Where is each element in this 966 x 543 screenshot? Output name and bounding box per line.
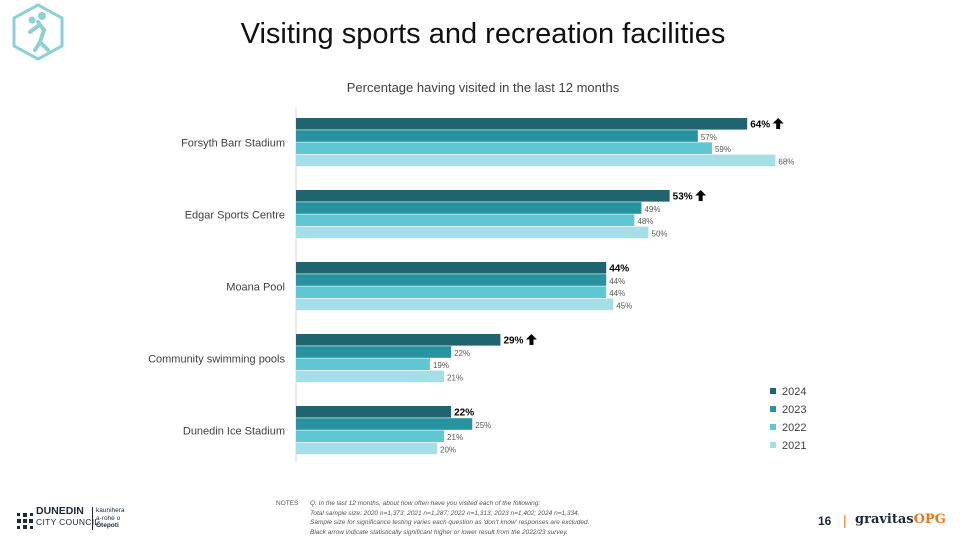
category-label: Moana Pool — [226, 281, 285, 293]
data-label: 19% — [433, 361, 449, 370]
chart-title: Percentage having visited in the last 12… — [346, 80, 620, 95]
page-number: 16 — [818, 514, 832, 528]
bar-chart: Forsyth Barr Stadium 64% 57% 59% 68% Edgar Sp… — [148, 108, 806, 462]
brand-main: gravitas — [855, 512, 914, 527]
data-label: 45% — [616, 301, 632, 310]
bar-2024 — [296, 262, 607, 274]
council-maori-name: kaunihera a-rohe o Ōtepoti — [92, 507, 125, 530]
up-arrow-icon — [525, 334, 537, 345]
bar-2021 — [296, 442, 437, 455]
notes-label: NOTES — [276, 500, 299, 507]
council-maori-line2: a-rohe o — [96, 514, 121, 522]
bar-2022 — [296, 142, 712, 154]
page-title: Visiting sports and recreation facilitie… — [240, 18, 726, 50]
legend-label: 2024 — [782, 386, 806, 398]
data-label: 53% — [673, 192, 693, 203]
legend-swatch-2023 — [770, 406, 776, 412]
data-label: 44% — [609, 264, 629, 275]
council-name-line2: CITY COUNCIL — [36, 517, 100, 527]
bar-2023 — [296, 202, 642, 214]
bar-2021 — [296, 226, 649, 239]
data-label: 21% — [447, 373, 463, 382]
bar-2022 — [296, 430, 445, 442]
council-maori-line3: Ōtepoti — [96, 522, 119, 529]
bar-2024 — [296, 118, 748, 130]
category-label: Dunedin Ice Stadium — [183, 425, 285, 437]
data-label: 22% — [454, 349, 470, 358]
bar-2024 — [296, 334, 501, 346]
up-arrow-icon — [695, 190, 707, 201]
bar-2023 — [296, 418, 473, 430]
bar-2024 — [296, 190, 670, 202]
bar-2022 — [296, 214, 635, 226]
dunedin-star-mark-icon — [17, 513, 33, 529]
data-label: 25% — [475, 421, 491, 430]
data-label: 29% — [503, 336, 523, 347]
council-maori-line1: kaunihera — [96, 507, 125, 514]
legend-label: 2021 — [782, 440, 806, 452]
bar-2021 — [296, 154, 776, 167]
bar-2023 — [296, 346, 452, 358]
bar-2021 — [296, 370, 445, 383]
council-name: DUNEDIN CITY COUNCIL — [36, 506, 99, 528]
council-name-line1: DUNEDIN — [36, 505, 84, 517]
category-label: Community swimming pools — [148, 353, 285, 365]
data-label: 59% — [715, 145, 731, 154]
legend-label: 2023 — [782, 404, 806, 416]
bar-2022 — [296, 358, 430, 370]
bar-2021 — [296, 298, 614, 311]
bar-2022 — [296, 286, 607, 298]
data-label: 57% — [701, 133, 717, 142]
data-label: 68% — [778, 157, 794, 166]
legend-swatch-2024 — [770, 388, 776, 394]
notes-line: Sample size for significance testing var… — [310, 519, 590, 527]
data-label: 20% — [440, 445, 456, 454]
legend-swatch-2021 — [770, 442, 776, 448]
data-label: 48% — [637, 217, 653, 226]
bar-2023 — [296, 130, 698, 142]
legend-label: 2022 — [782, 422, 806, 434]
hexagon-basketball-player-icon — [12, 3, 64, 61]
brand-logo: gravitasOPG — [855, 512, 946, 527]
data-label: 21% — [447, 433, 463, 442]
notes-line: Q: In the last 12 months, about how ofte… — [310, 500, 541, 507]
data-label: 49% — [644, 205, 660, 214]
category-label: Forsyth Barr Stadium — [181, 137, 285, 149]
data-label: 22% — [454, 408, 474, 419]
data-label: 44% — [609, 277, 625, 286]
bar-2023 — [296, 274, 607, 286]
notes-line: Black arrow indicate statistically signi… — [310, 528, 568, 536]
data-label: 64% — [750, 120, 770, 131]
brand-separator: | — [843, 512, 847, 528]
brand-accent: OPG — [913, 512, 946, 527]
bar-2024 — [296, 406, 452, 418]
notes-text: Q: In the last 12 months, about how ofte… — [310, 499, 670, 537]
up-arrow-icon — [772, 118, 784, 129]
data-label: 50% — [652, 229, 668, 238]
notes-line: Total sample size: 2020 n=1,373; 2021 n=… — [310, 509, 580, 517]
data-label: 44% — [609, 289, 625, 298]
category-label: Edgar Sports Centre — [185, 209, 285, 221]
legend-swatch-2022 — [770, 424, 776, 430]
